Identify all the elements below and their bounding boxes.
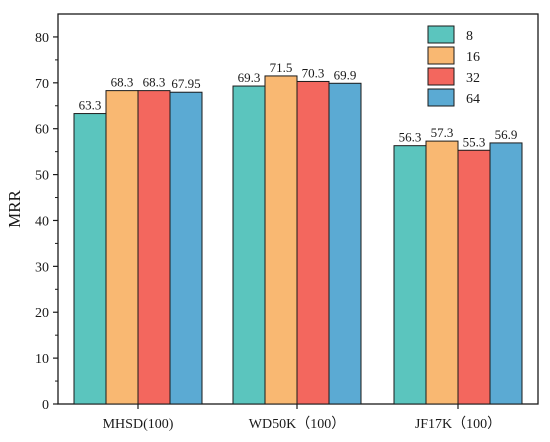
bar-8-2 — [393, 145, 427, 405]
bar-64-1 — [328, 82, 362, 405]
bar-32-0 — [137, 90, 171, 405]
bar-8-0 — [73, 113, 107, 405]
y-tick-label: 70 — [35, 77, 49, 92]
data-label: 56.9 — [495, 127, 518, 142]
y-axis-title: MRR — [5, 189, 24, 227]
x-axis: MHSD(100) WD50K（100） JF17K（100） — [103, 404, 501, 432]
data-label: 68.3 — [111, 75, 134, 90]
data-label: 70.3 — [302, 65, 325, 80]
bar-16-2 — [425, 140, 459, 405]
legend-label-8: 8 — [466, 29, 473, 44]
legend-swatch-16 — [427, 46, 455, 65]
x-tick-label: MHSD(100) — [103, 417, 174, 432]
bar-64-0 — [169, 91, 203, 405]
x-tick-label: JF17K（100） — [415, 416, 501, 432]
y-tick-label: 80 — [35, 31, 49, 46]
data-label: 68.3 — [143, 75, 166, 90]
bar-64-2 — [489, 142, 523, 405]
y-axis: 0 10 20 30 40 50 60 70 80 — [35, 31, 58, 413]
bar-32-2 — [457, 149, 491, 405]
legend-swatch-64 — [427, 88, 455, 107]
legend-swatch-8 — [427, 25, 455, 44]
bar-32-1 — [296, 80, 330, 405]
bar-16-1 — [264, 75, 298, 405]
data-label: 57.3 — [431, 125, 454, 140]
legend-swatch-32 — [427, 67, 455, 86]
x-tick-label: WD50K（100） — [249, 416, 345, 432]
y-tick-label: 0 — [42, 398, 49, 413]
data-label: 67.95 — [171, 76, 200, 91]
bar-8-1 — [232, 85, 266, 405]
data-label: 63.3 — [79, 98, 102, 113]
data-label: 69.3 — [238, 70, 261, 85]
legend-label-16: 16 — [466, 50, 480, 65]
data-label: 55.3 — [463, 134, 486, 149]
data-label: 71.5 — [270, 60, 293, 75]
data-label: 56.3 — [399, 130, 422, 145]
data-labels: 63.3 68.3 68.3 67.95 69.3 71.5 70.3 69.9 56.3 57.… — [79, 60, 518, 149]
data-label: 69.9 — [334, 67, 357, 82]
y-tick-label: 30 — [35, 260, 49, 275]
legend-label-64: 64 — [466, 92, 480, 107]
bar-16-0 — [105, 90, 139, 405]
y-tick-label: 20 — [35, 306, 49, 321]
y-tick-label: 40 — [35, 214, 49, 229]
bars — [73, 75, 523, 405]
y-tick-label: 60 — [35, 123, 49, 138]
legend: 8 16 32 64 — [427, 25, 480, 107]
y-tick-label: 10 — [35, 352, 49, 367]
y-tick-label: 50 — [35, 169, 49, 184]
legend-label-32: 32 — [466, 71, 480, 86]
